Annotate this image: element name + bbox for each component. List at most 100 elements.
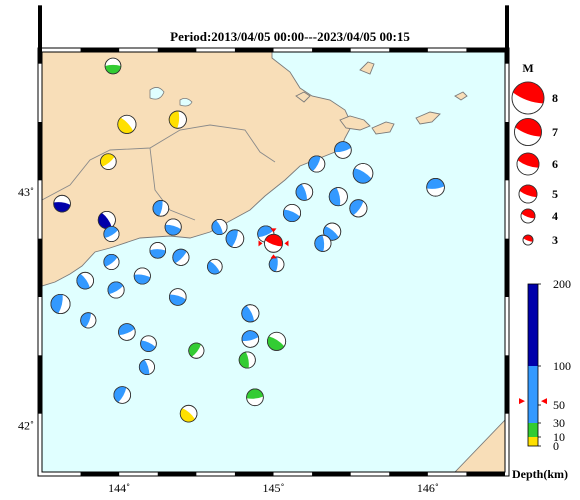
event-layer bbox=[50, 57, 445, 423]
magnitude-legend-label: 8 bbox=[552, 91, 558, 105]
frame-ticks bbox=[38, 5, 509, 476]
event-mechanism bbox=[140, 335, 157, 352]
event-mechanism bbox=[241, 304, 260, 323]
frame-bar bbox=[157, 48, 197, 52]
event-mechanism bbox=[295, 183, 314, 201]
prefecture-boundary bbox=[42, 124, 276, 201]
event-mechanism bbox=[225, 229, 245, 248]
island bbox=[339, 115, 371, 131]
hokkaido-land bbox=[42, 52, 353, 287]
magnitude-legend-ball bbox=[514, 118, 542, 146]
event-mechanism bbox=[97, 210, 116, 230]
frame-bar bbox=[38, 238, 42, 297]
island bbox=[415, 111, 441, 125]
island bbox=[295, 91, 311, 103]
depth-band bbox=[528, 366, 538, 423]
map-title: Period:2013/04/05 00:00---2023/04/05 00:… bbox=[170, 29, 410, 44]
event-mechanism bbox=[100, 153, 117, 170]
main-event-layer bbox=[258, 228, 289, 259]
frame-bar bbox=[389, 472, 428, 476]
magnitude-legend-ball bbox=[520, 208, 536, 224]
event-mechanism bbox=[334, 141, 352, 159]
event-mechanism bbox=[352, 163, 374, 184]
frame-bar bbox=[466, 472, 505, 476]
depth-marker-right bbox=[541, 398, 547, 405]
depth-band bbox=[528, 437, 538, 446]
magnitude-legend-label: 6 bbox=[552, 157, 558, 171]
main-event-marker bbox=[284, 240, 289, 247]
frame-bar bbox=[505, 122, 509, 181]
main-event-marker bbox=[270, 228, 277, 233]
magnitude-legend-ball bbox=[518, 184, 538, 204]
event-mechanism bbox=[164, 218, 182, 236]
magnitude-legend-ball bbox=[511, 81, 545, 115]
event-mechanism bbox=[188, 342, 205, 359]
event-mechanism bbox=[76, 271, 94, 290]
magnitude-legend-label: 5 bbox=[552, 187, 558, 201]
frame-bar bbox=[38, 122, 42, 181]
event-mechanism bbox=[107, 281, 125, 299]
depth-scale-title: Depth(km) bbox=[512, 467, 568, 481]
event-mechanism bbox=[246, 388, 264, 407]
depth-band bbox=[528, 284, 538, 366]
main-event-marker bbox=[258, 240, 263, 247]
magnitude-legend-ball bbox=[516, 152, 540, 176]
magnitude-legend-label: 7 bbox=[552, 125, 558, 139]
event-mechanism bbox=[149, 242, 167, 259]
frame-bar bbox=[234, 472, 274, 476]
event-mechanism bbox=[50, 293, 71, 315]
x-tick-label: 146˚ bbox=[417, 481, 439, 495]
main-event-mechanism bbox=[264, 233, 283, 253]
frame-bar bbox=[157, 472, 197, 476]
island bbox=[371, 121, 395, 135]
frame-bar bbox=[38, 355, 42, 414]
magnitude-legend-ball bbox=[522, 234, 534, 246]
event-mechanism bbox=[207, 258, 223, 275]
event-mechanism bbox=[118, 323, 136, 341]
event-mechanism bbox=[282, 203, 302, 223]
lake bbox=[149, 87, 165, 100]
depth-tick-label: 200 bbox=[553, 277, 571, 291]
frame-bar bbox=[38, 5, 42, 64]
frame-bar bbox=[312, 48, 351, 52]
event-mechanism bbox=[172, 248, 190, 266]
event-mechanism bbox=[103, 253, 120, 271]
magnitude-legend: M 8 7 6 5 4 3 bbox=[511, 61, 558, 247]
event-mechanism bbox=[80, 312, 97, 329]
y-tick-label: 43˚ bbox=[18, 185, 34, 199]
frame-bar bbox=[80, 472, 120, 476]
event-mechanism bbox=[238, 351, 256, 369]
x-tick-label: 145˚ bbox=[263, 481, 285, 495]
x-tick-label: 144˚ bbox=[108, 481, 130, 495]
event-mechanism bbox=[138, 358, 155, 376]
event-mechanism bbox=[117, 114, 137, 134]
lake bbox=[179, 98, 193, 107]
depth-tick-label: 10 bbox=[553, 430, 565, 444]
event-mechanism bbox=[152, 200, 170, 217]
magnitude-legend-label: 3 bbox=[552, 233, 558, 247]
event-mechanism bbox=[53, 194, 71, 213]
event-mechanism bbox=[113, 386, 132, 404]
frame-bar bbox=[505, 5, 509, 64]
event-mechanism bbox=[268, 256, 285, 273]
event-mechanism bbox=[169, 288, 187, 306]
event-mechanism bbox=[211, 218, 228, 236]
frame-bar bbox=[312, 472, 351, 476]
event-mechanism bbox=[308, 155, 326, 173]
land-corner bbox=[454, 419, 505, 472]
magnitude-legend-label: 4 bbox=[552, 209, 558, 223]
depth-tick-label: 0 bbox=[553, 439, 559, 453]
event-mechanism bbox=[426, 178, 445, 197]
depth-tick-label: 30 bbox=[553, 416, 565, 430]
depth-tick-label: 100 bbox=[553, 359, 571, 373]
event-mechanism bbox=[314, 234, 332, 252]
depth-scale-frame bbox=[527, 283, 539, 447]
frame-bar bbox=[234, 48, 274, 52]
event-mechanism bbox=[104, 57, 122, 75]
event-mechanism bbox=[328, 187, 348, 207]
island bbox=[359, 61, 375, 75]
frame-bar bbox=[80, 48, 120, 52]
event-mechanism bbox=[168, 110, 187, 129]
event-mechanism bbox=[179, 404, 198, 423]
